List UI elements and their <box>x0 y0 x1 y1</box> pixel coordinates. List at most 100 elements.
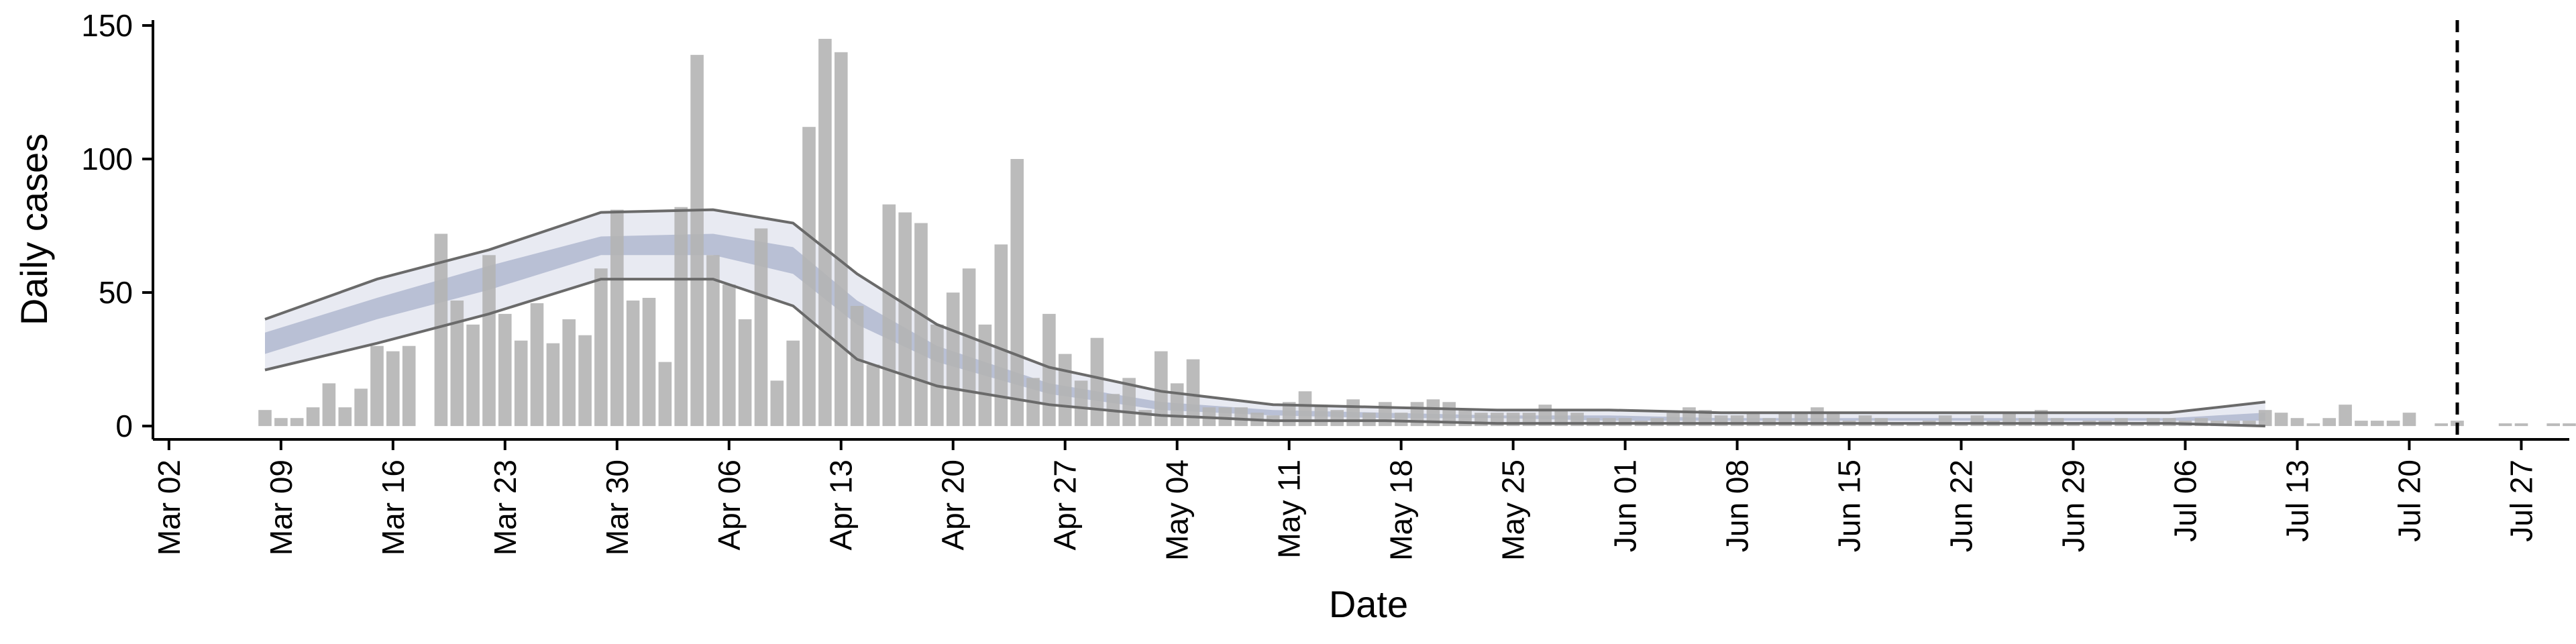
bar <box>835 52 848 427</box>
bar <box>2514 423 2528 427</box>
bar <box>2563 423 2576 427</box>
bar <box>434 233 448 427</box>
bar <box>2371 421 2384 427</box>
bar <box>722 284 736 427</box>
bar <box>2274 413 2288 427</box>
bar <box>1058 354 1072 427</box>
x-tick-label: Jun 08 <box>1720 460 1755 552</box>
bar <box>770 380 784 427</box>
bar <box>1186 359 1200 427</box>
bar <box>370 345 384 427</box>
bar <box>2339 405 2352 426</box>
bar <box>498 313 512 427</box>
bar <box>2226 421 2240 427</box>
x-tick-label: May 25 <box>1496 460 1531 561</box>
bar <box>1314 405 1328 426</box>
bar <box>1042 313 1056 427</box>
bar <box>818 38 832 427</box>
bar <box>1122 378 1136 427</box>
bar <box>674 207 688 427</box>
bar <box>450 301 464 427</box>
y-tick-label: 50 <box>99 275 133 310</box>
x-tick-label: Apr 13 <box>824 460 859 551</box>
bar <box>1330 410 1344 427</box>
y-tick-label: 100 <box>81 142 133 176</box>
bar <box>1426 399 1440 427</box>
bar <box>946 292 960 427</box>
bar <box>514 340 528 427</box>
x-tick-label: May 11 <box>1272 460 1307 558</box>
x-tick-label: Jul 13 <box>2280 460 2315 542</box>
x-tick-label: Mar 16 <box>376 460 411 555</box>
daily-case-bars <box>258 38 2576 427</box>
bar <box>386 351 400 427</box>
upper-bound-line <box>264 208 2266 415</box>
bar <box>962 268 976 427</box>
bar <box>2290 418 2304 427</box>
x-axis-title: Date <box>1329 583 1408 625</box>
bar <box>690 54 704 427</box>
bar <box>562 319 576 427</box>
x-tick-label: Jul 20 <box>2392 460 2427 542</box>
bar <box>754 228 768 427</box>
bar <box>930 324 944 427</box>
bar <box>786 340 800 427</box>
x-tick-label: Jul 27 <box>2504 460 2538 542</box>
x-tick-label: Jun 22 <box>1944 460 1979 552</box>
bar <box>994 244 1008 427</box>
bar <box>978 324 992 427</box>
bar <box>1298 391 1312 427</box>
x-axis-ticks: Mar 02 Mar 09 Mar 16 Mar 23 Mar 30 Apr 06 Apr … <box>152 439 2538 561</box>
bar <box>2306 423 2320 427</box>
bar <box>914 223 928 426</box>
x-tick-label: Mar 02 <box>152 460 186 555</box>
y-axis-title: Daily cases <box>13 133 55 325</box>
bar <box>2546 423 2560 427</box>
bar <box>706 255 720 427</box>
bar <box>1170 383 1184 427</box>
bar <box>1346 399 1360 427</box>
x-tick-label: May 18 <box>1384 460 1419 561</box>
bar <box>2194 418 2208 427</box>
bar <box>882 204 896 427</box>
bar <box>2322 418 2336 427</box>
bar <box>482 255 496 427</box>
bar <box>2434 423 2448 427</box>
lower-bound-line <box>264 278 2265 428</box>
bar <box>466 324 480 427</box>
bar <box>1394 413 1408 427</box>
y-tick-label: 150 <box>81 8 133 43</box>
bar <box>802 127 816 427</box>
x-tick-label: Mar 23 <box>488 460 523 555</box>
x-tick-label: Jun 15 <box>1832 460 1867 552</box>
bar <box>642 298 656 427</box>
bar <box>338 407 352 427</box>
x-tick-label: Jun 01 <box>1608 460 1643 552</box>
bar <box>610 209 624 427</box>
bar <box>1090 337 1104 427</box>
x-tick-label: May 04 <box>1160 460 1195 561</box>
bar <box>530 303 544 427</box>
bar <box>578 335 592 427</box>
bar <box>290 418 304 427</box>
x-tick-label: Mar 09 <box>264 460 299 555</box>
x-tick-label: Jul 06 <box>2168 460 2203 542</box>
x-tick-label: Apr 20 <box>936 460 971 551</box>
bar <box>1218 407 1232 427</box>
credible-bound-lines <box>264 208 2266 428</box>
x-tick-label: Apr 27 <box>1048 460 1083 551</box>
bar <box>274 418 288 427</box>
bar <box>306 407 320 427</box>
y-tick-label: 0 <box>115 409 133 443</box>
bar <box>626 301 640 427</box>
x-tick-label: Apr 06 <box>712 460 747 551</box>
bar <box>2243 421 2256 427</box>
bar <box>322 383 336 427</box>
bar <box>2259 410 2272 427</box>
bar <box>1074 380 1088 427</box>
bar <box>402 345 416 427</box>
bar <box>594 268 608 427</box>
bar <box>658 362 672 427</box>
bar <box>1010 159 1024 427</box>
